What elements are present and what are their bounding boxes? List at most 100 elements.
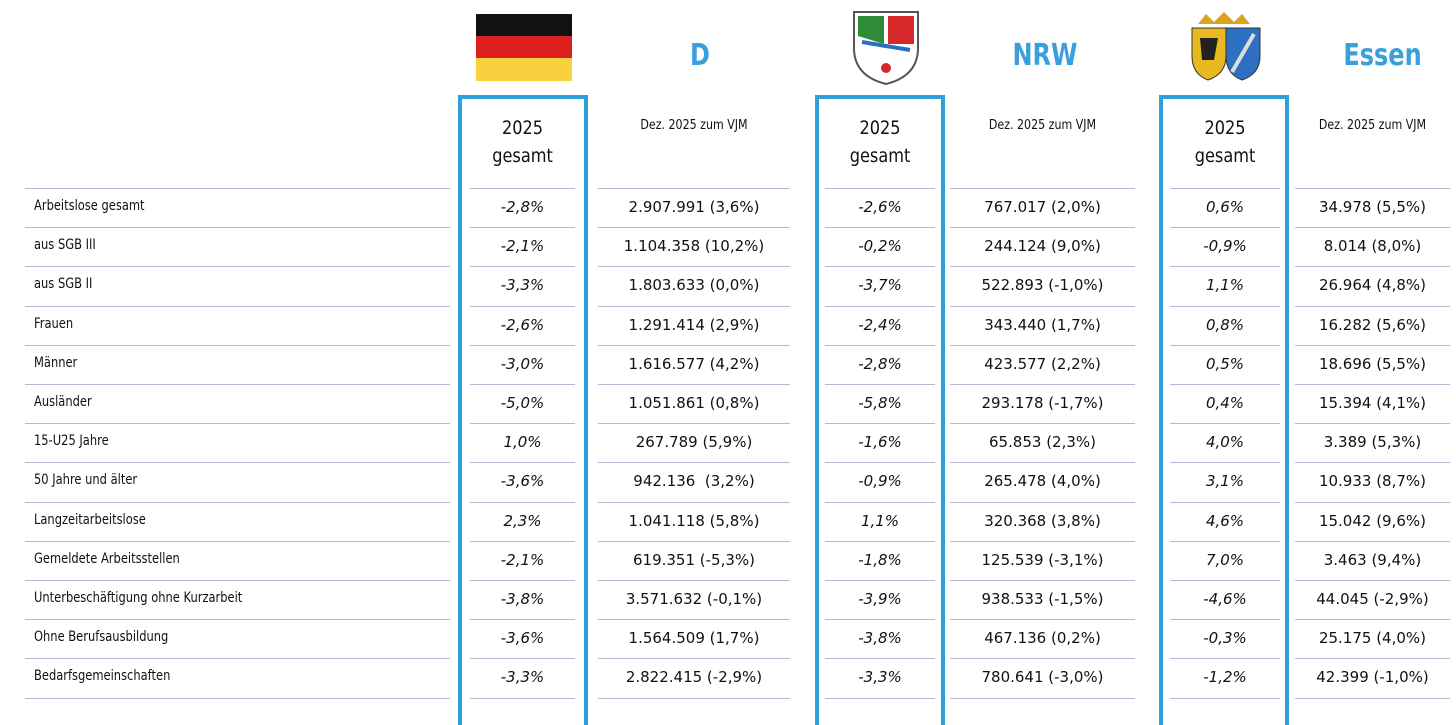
- cell-value: 42.399 (-1,0%): [1316, 668, 1429, 687]
- row-line: [950, 266, 1135, 268]
- row-label: Männer: [34, 354, 78, 371]
- cell-value: -3,7%: [858, 276, 902, 295]
- cell-value: 18.696 (5,5%): [1318, 354, 1427, 373]
- row-line: [1295, 462, 1450, 464]
- cell-value: 44.045 (-2,9%): [1316, 590, 1429, 608]
- row-label: Langzeitarbeitslose: [34, 511, 146, 528]
- row-line: [25, 384, 450, 385]
- cell-value: -3,6%: [500, 629, 545, 648]
- cell-value: -2,1%: [500, 550, 545, 569]
- row-label: Bedarfsgemeinschaften: [34, 668, 171, 685]
- row-line: [1170, 305, 1280, 307]
- row-line: [25, 697, 450, 699]
- cell-value: 320.368 (3,8%): [984, 511, 1101, 530]
- cell-value: 0,8%: [1205, 315, 1245, 334]
- total-header: gesamt: [849, 145, 911, 167]
- cell-value: 265.478 (4,0%): [984, 472, 1101, 491]
- row-line: [950, 501, 1135, 503]
- cell-value: 942.136 (3,2%): [633, 472, 755, 491]
- cell-value: -5,8%: [858, 394, 902, 412]
- row-line: [1170, 462, 1280, 464]
- cell-value: -0,2%: [858, 237, 902, 256]
- cell-value: 619.351 (-5,3%): [632, 550, 756, 569]
- row-line: [1170, 658, 1280, 660]
- row-line: [470, 580, 575, 581]
- row-line: [825, 344, 935, 346]
- row-line: [470, 423, 575, 425]
- cell-value: 938.533 (-1,5%): [981, 590, 1104, 608]
- row-line: [470, 619, 575, 621]
- row-line: [470, 540, 575, 542]
- cell-value: 1.051.861 (0,8%): [628, 394, 760, 412]
- row-line: [470, 188, 575, 189]
- cell-value: -1,8%: [858, 550, 902, 569]
- cell-value: -2,8%: [500, 198, 545, 216]
- row-label: Arbeitslose gesamt: [34, 198, 145, 214]
- cell-value: -2,8%: [858, 354, 902, 373]
- row-line: [1170, 266, 1280, 268]
- row-label: Gemeldete Arbeitsstellen: [34, 550, 180, 567]
- row-line: [950, 227, 1135, 229]
- row-line: [825, 580, 935, 581]
- row-line: [470, 462, 575, 464]
- cell-value: 0,5%: [1205, 354, 1245, 373]
- row-line: [825, 462, 935, 464]
- cell-value: -3,9%: [858, 590, 902, 608]
- cell-value: 4,0%: [1205, 433, 1245, 452]
- row-label: aus SGB II: [34, 276, 93, 293]
- cell-value: 0,6%: [1205, 198, 1245, 216]
- cell-value: -5,0%: [500, 394, 545, 412]
- cell-value: 0,4%: [1205, 394, 1245, 412]
- cell-value: -3,8%: [500, 590, 545, 608]
- cell-value: 522.893 (-1,0%): [981, 276, 1104, 295]
- row-line: [25, 462, 450, 464]
- cell-value: 34.978 (5,5%): [1318, 198, 1427, 216]
- cell-value: 125.539 (-3,1%): [981, 550, 1104, 569]
- region-name: Essen: [1343, 38, 1422, 73]
- cell-value: 26.964 (4,8%): [1318, 276, 1427, 295]
- cell-value: 467.136 (0,2%): [984, 629, 1101, 648]
- change-header: Dez. 2025 zum VJM: [988, 118, 1097, 133]
- coat-essen: [1191, 12, 1261, 81]
- row-line: [25, 305, 450, 307]
- row-line: [825, 619, 935, 621]
- row-line: [825, 227, 935, 229]
- change-header: Dez. 2025 zum VJM: [640, 118, 748, 133]
- cell-value: 1,1%: [860, 511, 900, 530]
- cell-value: -3,8%: [858, 629, 902, 648]
- row-line: [1170, 188, 1280, 189]
- row-line: [825, 697, 935, 699]
- row-line: [950, 188, 1135, 189]
- cell-value: -0,9%: [1203, 237, 1247, 256]
- row-line: [598, 462, 790, 464]
- row-line: [1170, 697, 1280, 699]
- row-line: [598, 227, 790, 229]
- row-line: [598, 658, 790, 660]
- row-line: [1170, 580, 1280, 581]
- year-header: 2025: [501, 117, 544, 139]
- cell-value: -2,4%: [858, 315, 902, 334]
- region-name: NRW: [1012, 38, 1078, 73]
- row-line: [950, 580, 1135, 581]
- cell-value: 16.282 (5,6%): [1318, 315, 1427, 334]
- cell-value: -2,6%: [858, 198, 902, 216]
- row-label: 50 Jahre und älter: [34, 472, 138, 489]
- row-line: [25, 580, 450, 581]
- cell-value: 2,3%: [503, 511, 542, 530]
- cell-value: 244.124 (9,0%): [984, 237, 1101, 256]
- cell-value: 3.571.632 (-0,1%): [625, 590, 763, 608]
- row-line: [470, 305, 575, 307]
- row-line: [1295, 658, 1450, 660]
- row-line: [598, 619, 790, 621]
- row-line: [470, 266, 575, 268]
- row-line: [470, 697, 575, 699]
- row-line: [598, 266, 790, 268]
- row-line: [1170, 384, 1280, 385]
- row-line: [470, 658, 575, 660]
- year-header: 2025: [859, 117, 901, 139]
- row-line: [25, 501, 450, 503]
- row-line: [470, 384, 575, 385]
- row-line: [1295, 384, 1450, 385]
- cell-value: 7,0%: [1205, 550, 1245, 569]
